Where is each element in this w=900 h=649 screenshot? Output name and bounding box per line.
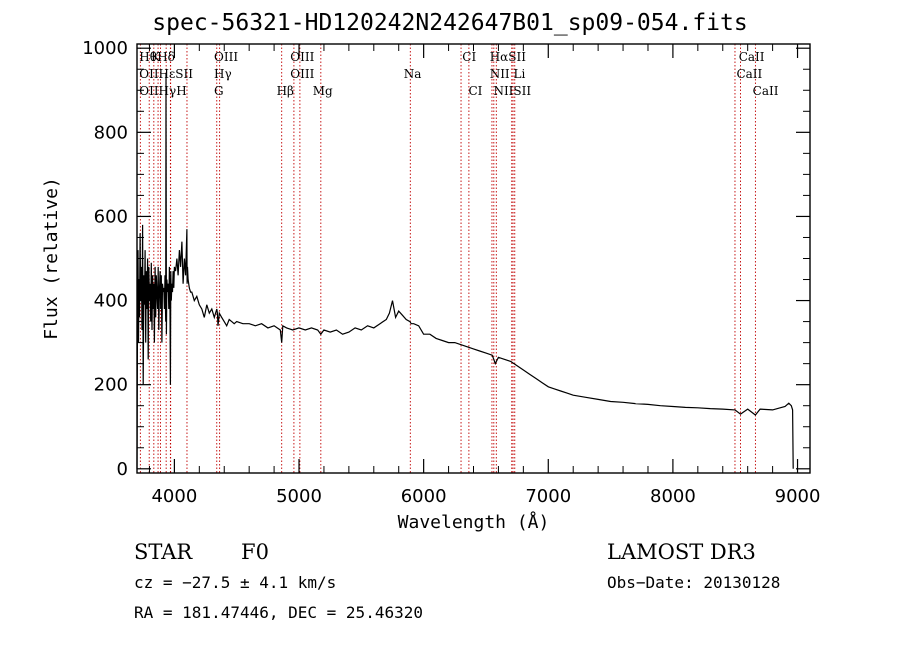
y-tick-label: 400	[94, 291, 128, 312]
line-label: Hγ	[214, 67, 232, 81]
y-tick-label: 1000	[82, 38, 128, 59]
y-tick-label: 600	[94, 206, 128, 227]
x-tick-label: 8000	[650, 486, 696, 507]
line-label: K	[151, 50, 161, 64]
line-label: OIII	[214, 50, 238, 64]
line-label: OIIHγH	[139, 84, 186, 98]
line-label: Na	[404, 67, 422, 81]
coordinates-readout: RA = 181.47446, DEC = 25.46320	[134, 603, 423, 622]
spectrum-series-line	[136, 73, 794, 469]
x-tick-label: 6000	[401, 486, 447, 507]
spectral-subclass: F0	[241, 540, 269, 564]
line-label: HαSII	[490, 50, 527, 64]
x-tick-label: 9000	[775, 486, 821, 507]
chart-title: spec-56321-HD120242N242647B01_sp09-054.f…	[152, 10, 748, 36]
line-label: CaII	[739, 50, 765, 64]
y-tick-label: 0	[117, 459, 128, 480]
line-label: OIII	[290, 67, 314, 81]
x-tick-label: 4000	[151, 486, 197, 507]
line-label: Hθ	[139, 50, 157, 64]
survey-name: LAMOST DR3	[607, 540, 756, 564]
line-label: OIII	[290, 50, 314, 64]
observation-date: Obs−Date: 20130128	[607, 573, 781, 592]
line-label: CaII	[753, 84, 779, 98]
y-axis-label: Flux (relative)	[41, 177, 62, 340]
y-tick-label: 800	[94, 122, 128, 143]
x-tick-label: 5000	[276, 486, 322, 507]
line-label: CI	[469, 84, 483, 98]
line-label: CI	[462, 50, 476, 64]
line-label: Mg	[313, 84, 333, 98]
line-label: CaII	[736, 67, 762, 81]
x-axis-label: Wavelength (Å)	[398, 511, 550, 533]
object-class: STAR	[134, 540, 193, 564]
line-label: NIISII	[493, 84, 531, 98]
line-label: Hδ	[157, 50, 175, 64]
line-label: NII Li	[490, 67, 526, 81]
x-tick-label: 7000	[525, 486, 571, 507]
redshift-readout: cz = −27.5 ± 4.1 km/s	[134, 573, 337, 592]
line-label: G	[214, 84, 224, 98]
y-tick-label: 200	[94, 375, 128, 396]
line-label: Hβ	[277, 84, 294, 98]
